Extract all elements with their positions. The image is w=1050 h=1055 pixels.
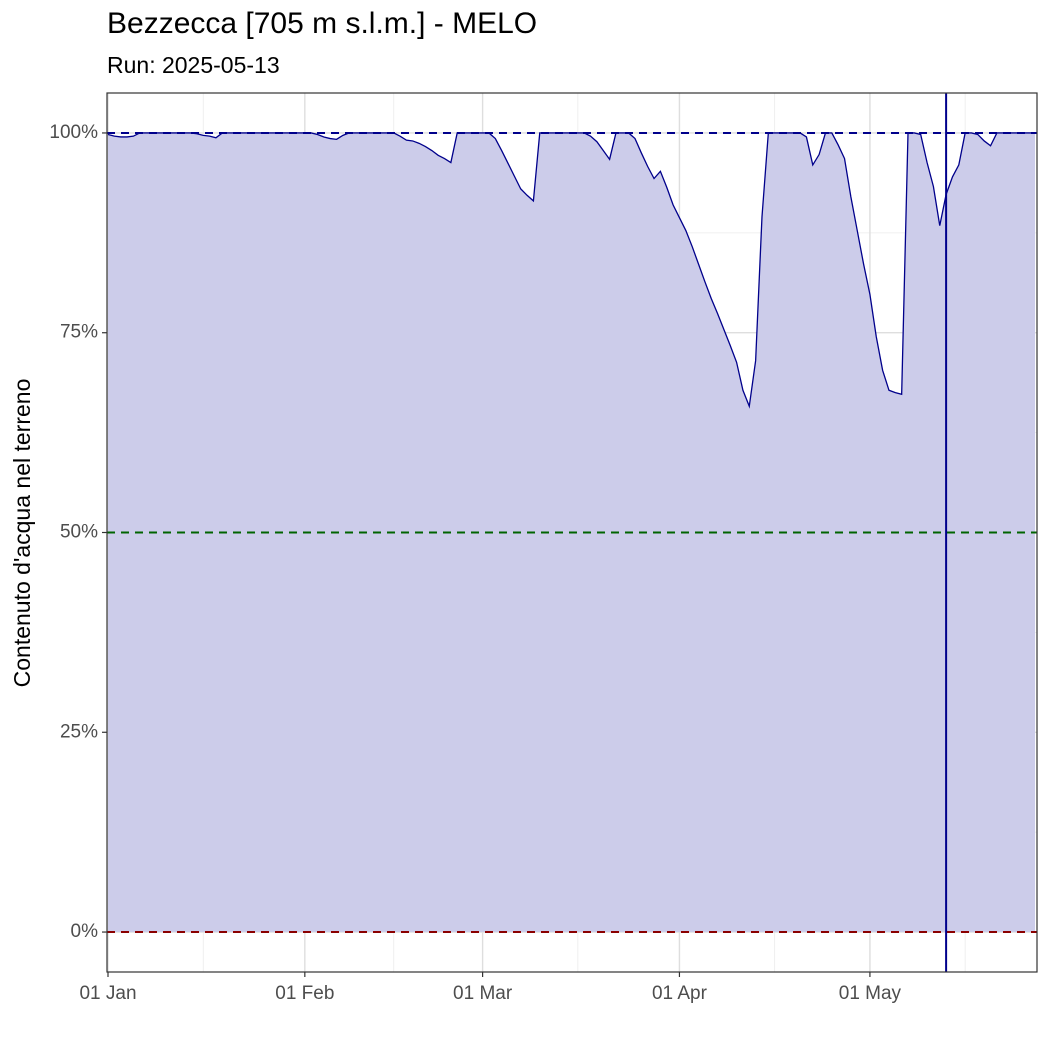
y-tick-label: 75% bbox=[60, 322, 98, 343]
y-axis-title: Contenuto d'acqua nel terreno bbox=[9, 379, 35, 688]
y-tick-label: 100% bbox=[49, 122, 98, 143]
y-tick-label: 50% bbox=[60, 522, 98, 543]
x-tick-label: 01 Jan bbox=[79, 983, 136, 1004]
chart-subtitle: Run: 2025-05-13 bbox=[107, 52, 280, 78]
y-tick-label: 25% bbox=[60, 721, 98, 742]
x-tick-label: 01 Feb bbox=[275, 983, 334, 1004]
x-tick-label: 01 Mar bbox=[453, 983, 513, 1004]
chart-title: Bezzecca [705 m s.l.m.] - MELO bbox=[107, 7, 537, 40]
y-tick-label: 0% bbox=[71, 921, 99, 942]
x-tick-label: 01 Apr bbox=[652, 983, 708, 1004]
x-tick-label: 01 May bbox=[839, 983, 902, 1004]
